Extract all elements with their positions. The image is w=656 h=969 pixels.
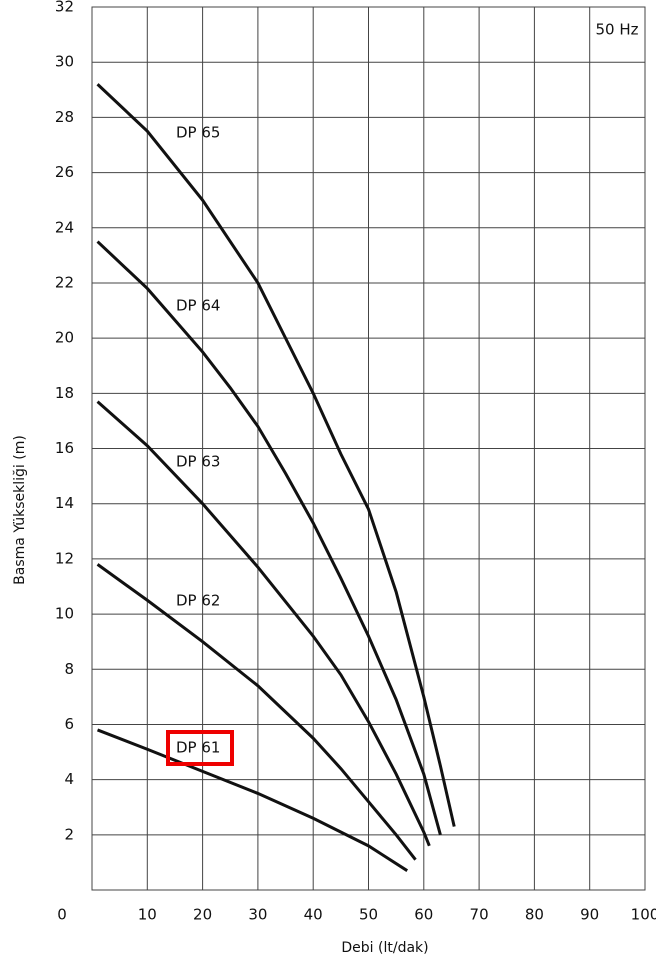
y-tick-label: 18 <box>55 384 74 402</box>
series-label: DP 64 <box>176 297 220 315</box>
series-label: DP 65 <box>176 124 220 142</box>
y-tick-label: 10 <box>55 605 74 623</box>
y-tick-label: 16 <box>55 439 74 457</box>
y-tick-label: 4 <box>64 770 74 788</box>
y-tick-label: 14 <box>55 494 74 512</box>
y-tick-label: 8 <box>64 660 74 678</box>
x-tick-label: 80 <box>525 906 544 924</box>
series-label: DP 62 <box>176 592 220 610</box>
y-tick-label: 6 <box>64 715 74 733</box>
curve <box>96 728 409 872</box>
curve <box>96 240 442 836</box>
series-label: DP 61 <box>176 739 220 757</box>
y-tick-label: 30 <box>55 53 74 71</box>
y-axis-label: Basma Yüksekliği (m) <box>12 435 28 585</box>
x-tick-label: 100 <box>631 906 656 924</box>
y-tick-label: 12 <box>55 549 74 567</box>
x-tick-label: 60 <box>414 906 433 924</box>
plot-border <box>91 6 646 891</box>
y-tick-label: 26 <box>55 163 74 181</box>
y-tick-label: 22 <box>55 273 74 291</box>
x-tick-label: 30 <box>248 906 267 924</box>
x-axis-label: Debi (lt/dak) <box>341 940 428 956</box>
y-tick-label: 32 <box>55 0 74 16</box>
x-tick-label: 20 <box>193 906 212 924</box>
curve <box>96 400 431 847</box>
x-tick-label: 10 <box>138 906 157 924</box>
x-tick-label: 40 <box>304 906 323 924</box>
x-tick-label: 0 <box>57 906 67 924</box>
x-tick-label: 90 <box>580 906 599 924</box>
curve <box>96 563 417 861</box>
y-tick-label: 20 <box>55 329 74 347</box>
y-tick-label: 2 <box>64 825 74 843</box>
annotation: 50 Hz <box>595 21 638 39</box>
series-label: DP 63 <box>176 453 220 471</box>
highlight-box <box>166 730 234 766</box>
y-tick-label: 24 <box>55 218 74 236</box>
curve <box>96 83 456 827</box>
x-tick-label: 70 <box>470 906 489 924</box>
y-tick-label: 28 <box>55 108 74 126</box>
x-tick-label: 50 <box>359 906 378 924</box>
